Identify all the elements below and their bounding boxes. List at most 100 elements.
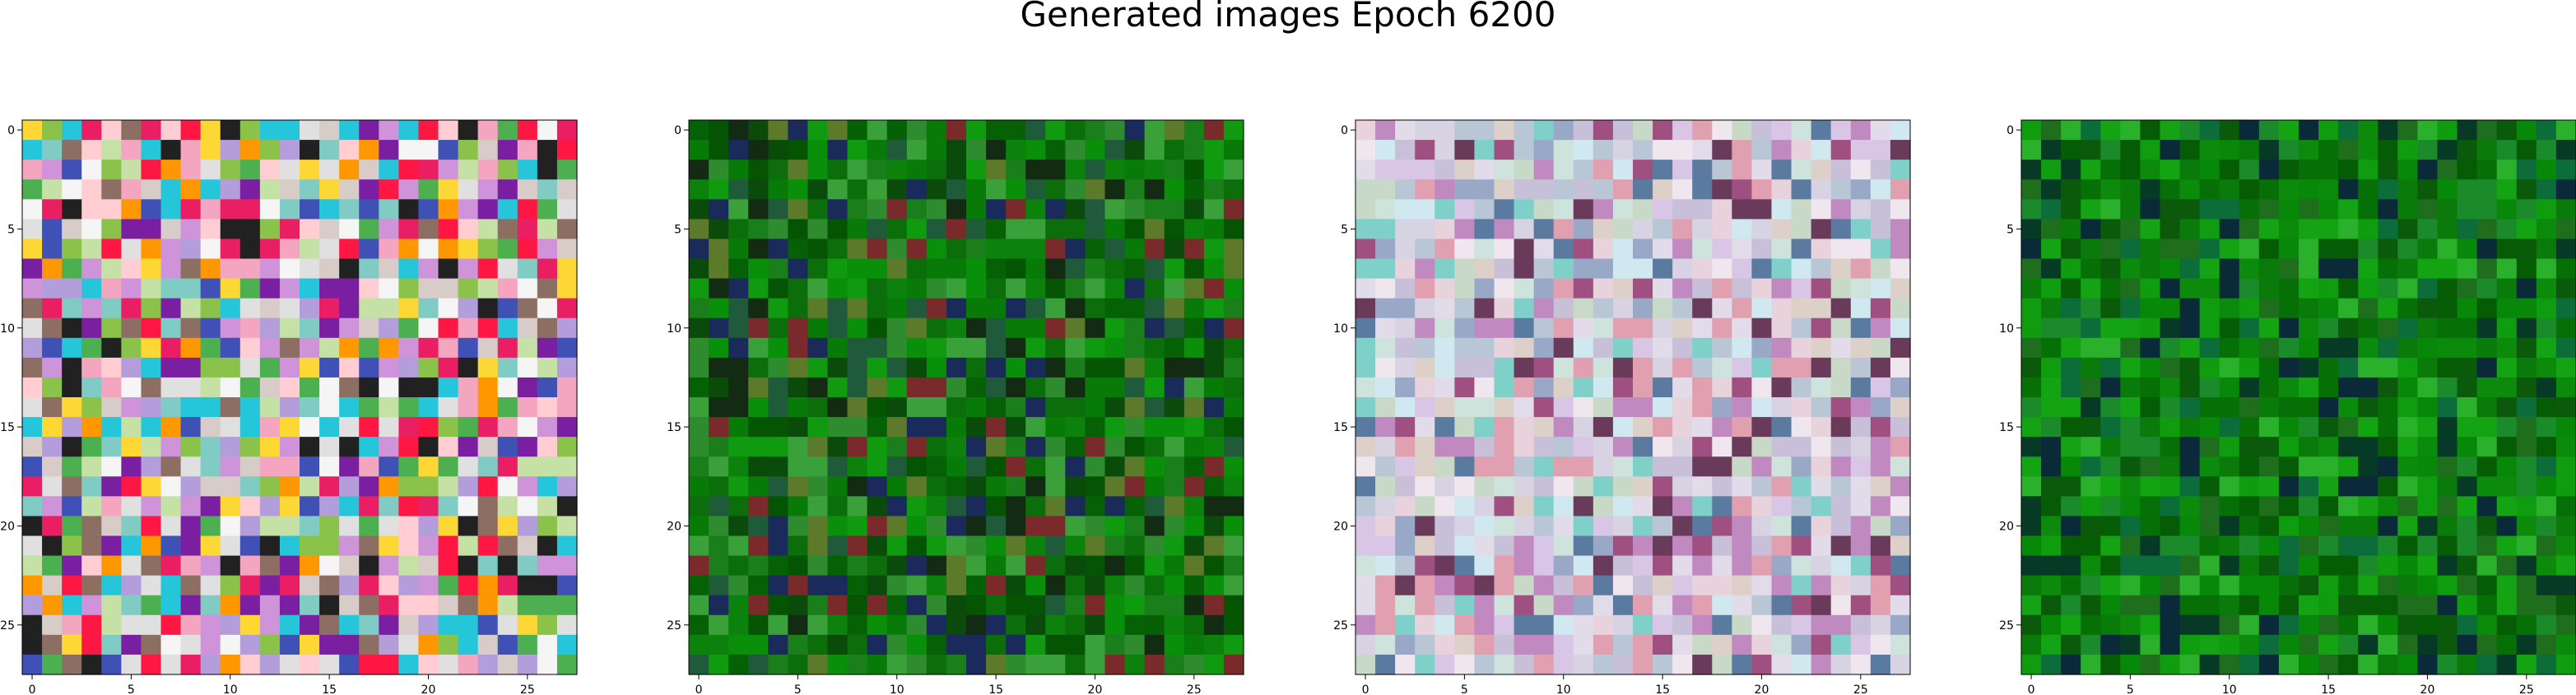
pixel-cell: [1415, 516, 1435, 537]
pixel-cell: [2338, 437, 2359, 457]
pixel-cell: [1533, 417, 1555, 438]
pixel-cell: [2219, 258, 2240, 280]
pixel-cell: [1811, 595, 1832, 616]
pixel-cell: [438, 575, 459, 596]
pixel-cell: [2160, 456, 2181, 477]
pixel-cell: [1164, 219, 1185, 240]
pixel-cell: [689, 437, 709, 457]
pixel-cell: [2120, 258, 2141, 280]
pixel-cell: [1653, 357, 1673, 378]
pixel-cell: [1771, 298, 1793, 319]
pixel-cell: [537, 614, 558, 636]
pixel-cell: [748, 595, 769, 616]
pixel-cell: [180, 337, 202, 359]
axes-frame: [2020, 119, 2576, 675]
pixel-cell: [200, 258, 221, 280]
pixel-cell: [1144, 516, 1165, 537]
pixel-cell: [2417, 654, 2439, 675]
pixel-cell: [141, 377, 162, 398]
pixel-cell: [1104, 397, 1126, 418]
pixel-cell: [81, 160, 102, 180]
pixel-cell: [906, 516, 928, 537]
pixel-cell: [728, 179, 749, 200]
pixel-cell: [22, 397, 43, 418]
pixel-cell: [1104, 535, 1126, 557]
pixel-cell: [319, 614, 340, 636]
pixel-cell: [2160, 417, 2181, 438]
pixel-cell: [300, 417, 320, 438]
pixel-cell: [200, 575, 221, 596]
pixel-cell: [398, 140, 420, 160]
pixel-cell: [200, 298, 221, 319]
pixel-cell: [1514, 654, 1535, 675]
pixel-cell: [1533, 595, 1555, 616]
pixel-cell: [2160, 160, 2181, 180]
pixel-cell: [2258, 357, 2280, 378]
pixel-cell: [2358, 634, 2378, 656]
pixel-cell: [2219, 120, 2240, 141]
pixel-cell: [1104, 516, 1126, 537]
y-tick-label: 15: [0, 421, 15, 434]
pixel-cell: [788, 120, 809, 141]
pixel-cell: [1104, 199, 1126, 220]
pixel-cell: [1533, 258, 1555, 280]
pixel-cell: [2239, 140, 2260, 160]
pixel-cell: [2021, 516, 2042, 537]
pixel-cell: [1533, 377, 1555, 398]
pixel-cell: [2179, 298, 2201, 319]
pixel-cell: [458, 199, 479, 220]
pixel-cell: [1144, 614, 1165, 636]
pixel-cell: [807, 654, 829, 675]
pixel-cell: [2318, 258, 2339, 280]
y-tick-label: 15: [1999, 421, 2014, 434]
pixel-cell: [537, 199, 558, 220]
y-tick-label: 10: [667, 322, 681, 336]
pixel-cell: [418, 337, 439, 359]
pixel-cell: [1006, 179, 1026, 200]
pixel-cell: [121, 634, 142, 656]
pixel-cell: [2496, 496, 2518, 517]
pixel-cell: [279, 417, 300, 438]
pixel-cell: [2397, 317, 2419, 339]
pixel-cell: [1006, 595, 1026, 616]
pixel-cell: [1573, 179, 1594, 200]
pixel-cell: [709, 120, 729, 141]
pixel-cell: [1573, 456, 1594, 477]
pixel-cell: [438, 357, 459, 378]
pixel-cell: [1045, 219, 1066, 240]
pixel-cell: [2140, 278, 2161, 299]
pixel-cell: [2338, 120, 2359, 141]
pixel-cell: [2476, 239, 2498, 260]
pixel-cell: [2378, 298, 2398, 319]
pixel-cell: [1830, 199, 1852, 220]
pixel-cell: [81, 278, 102, 299]
pixel-cell: [2476, 219, 2498, 240]
pixel-cell: [748, 337, 769, 359]
pixel-cell: [556, 120, 578, 141]
pixel-cell: [319, 595, 340, 616]
pixel-cell: [886, 654, 908, 675]
pixel-cell: [906, 298, 928, 319]
pixel-cell: [497, 357, 518, 378]
pixel-cell: [141, 258, 162, 280]
pixel-cell: [81, 120, 102, 141]
pixel-cell: [1124, 140, 1146, 160]
x-tick-label: 5: [794, 683, 802, 695]
pixel-cell: [807, 437, 829, 457]
pixel-cell: [926, 377, 947, 398]
pixel-cell: [1223, 397, 1244, 418]
pixel-cell: [2417, 357, 2439, 378]
pixel-cell: [748, 516, 769, 537]
pixel-cell: [1870, 496, 1891, 517]
pixel-cell: [1890, 575, 1911, 596]
pixel-cell: [398, 337, 420, 359]
pixel-cell: [1375, 614, 1396, 636]
pixel-cell: [42, 535, 63, 557]
pixel-cell: [1533, 357, 1555, 378]
pixel-cell: [867, 357, 888, 378]
pixel-cell: [2239, 456, 2260, 477]
pixel-cell: [22, 239, 43, 260]
pixel-cell: [141, 417, 162, 438]
pixel-cell: [867, 317, 888, 339]
pixel-cell: [1454, 437, 1476, 457]
